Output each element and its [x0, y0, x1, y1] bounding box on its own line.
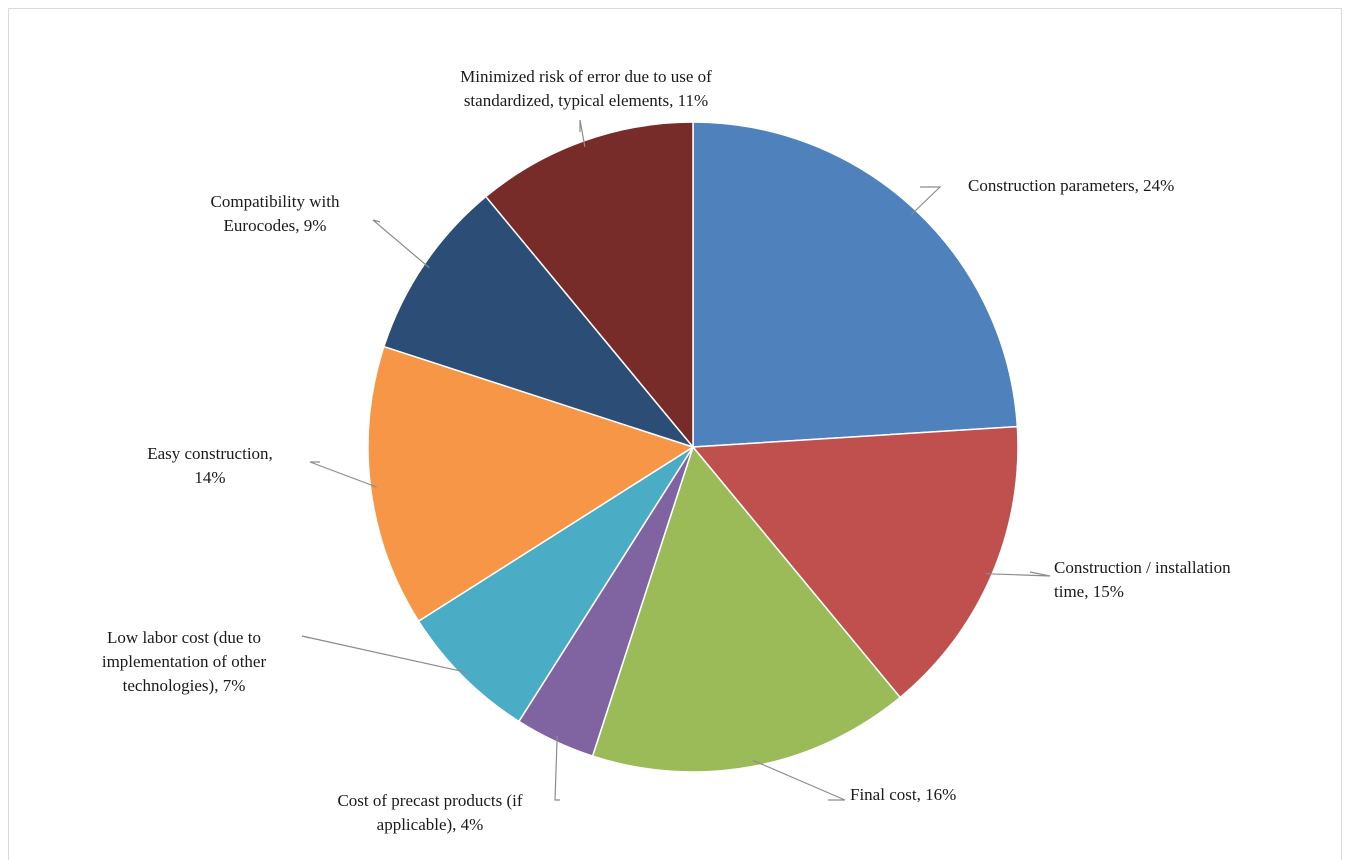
pie-slices	[367, 121, 1019, 773]
slice-label-line: Cost of precast products (if	[337, 791, 522, 810]
leader-line-8	[579, 119, 586, 148]
slice-label-8: Minimized risk of error due to use of sta…	[460, 67, 712, 110]
slice-labels: Construction parameters, 24% Construction…	[102, 67, 1231, 834]
leader-line-1	[910, 186, 942, 215]
slice-label-7: Compatibility with Eurocodes, 9%	[211, 192, 340, 235]
slice-label-line: Low labor cost (due to	[107, 628, 261, 647]
leader-line-2	[985, 571, 1051, 577]
leader-line-7	[372, 219, 430, 269]
slice-label-line: applicable), 4%	[377, 815, 484, 834]
slice-label-line: Eurocodes, 9%	[224, 216, 327, 235]
slice-label-2: Construction / installation time, 15%	[1054, 558, 1231, 601]
slice-label-3: Final cost, 16%	[850, 785, 956, 804]
slice-label-4: Cost of precast products (if applicable),…	[337, 791, 522, 834]
slice-label-line: standardized, typical elements, 11%	[464, 91, 708, 110]
slice-label-line: Minimized risk of error due to use of	[460, 67, 712, 86]
leader-lines	[301, 119, 1051, 801]
slice-label-line: Compatibility with	[211, 192, 340, 211]
slice-label-line: Construction / installation	[1054, 558, 1231, 577]
leader-line-4	[554, 735, 560, 801]
pie-slice-8	[484, 121, 694, 450]
slice-label-line: 14%	[194, 468, 225, 487]
slice-label-line: technologies), 7%	[123, 676, 246, 695]
pie-slice-3	[591, 445, 902, 773]
pie-slice-6	[367, 345, 695, 623]
slice-label-1: Construction parameters, 24%	[968, 176, 1174, 195]
slice-label-line: time, 15%	[1054, 582, 1124, 601]
slice-label-5: Low labor cost (due to implementation of …	[102, 628, 267, 695]
leader-line-6	[309, 461, 377, 488]
slice-label-line: Easy construction,	[147, 444, 273, 463]
slice-label-line: Final cost, 16%	[850, 785, 956, 804]
slice-label-6: Easy construction, 14%	[147, 444, 273, 487]
pie-slice-5	[417, 446, 694, 723]
pie-slice-7	[382, 195, 696, 449]
pie-slice-2	[691, 425, 1019, 699]
pie-slice-1	[692, 121, 1019, 448]
slice-label-line: implementation of other	[102, 652, 267, 671]
leader-line-3	[752, 759, 846, 801]
leader-line-5	[301, 635, 468, 674]
slice-label-line: Construction parameters, 24%	[968, 176, 1174, 195]
